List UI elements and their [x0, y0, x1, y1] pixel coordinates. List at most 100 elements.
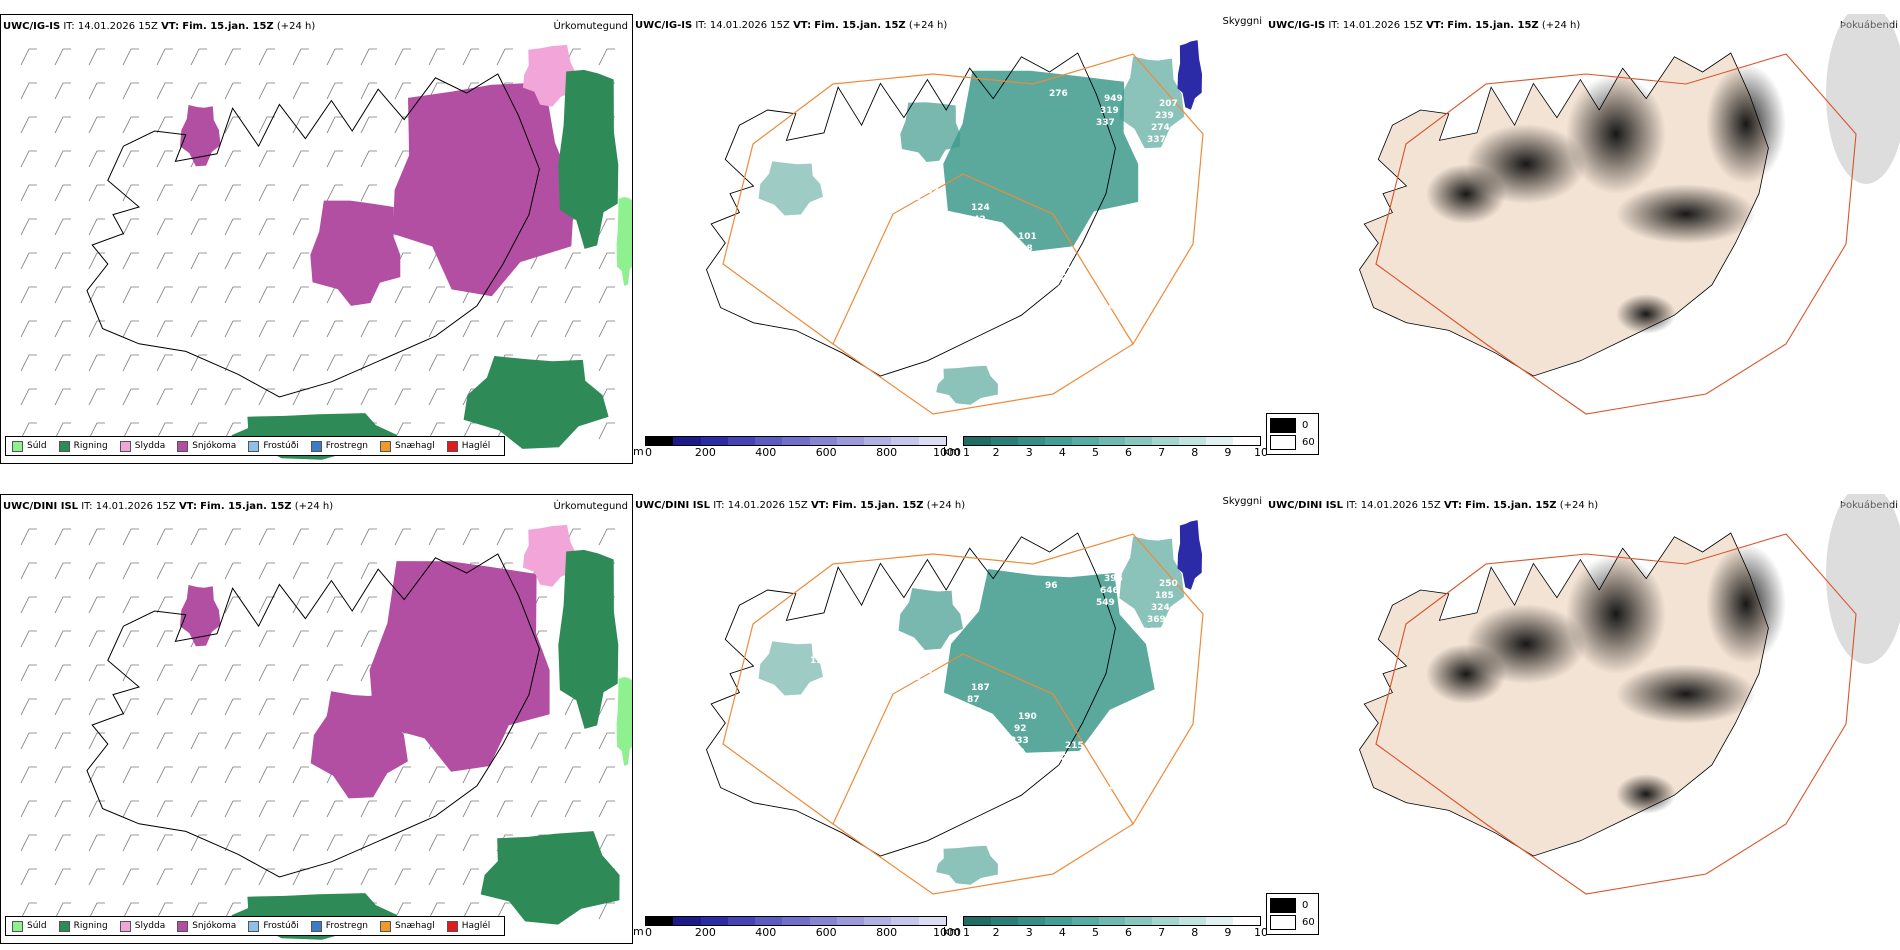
wind-barb	[496, 48, 513, 66]
fog-legend-row: 0	[1270, 417, 1315, 434]
wind-barb	[54, 354, 71, 372]
colorbar-cell	[1044, 917, 1072, 925]
legend-item: Slydda	[119, 920, 165, 932]
wind-barb	[190, 82, 207, 100]
inland-road	[832, 653, 1134, 825]
wind-barb	[88, 800, 105, 818]
colorbar-tick: 400	[755, 926, 777, 939]
colorbar-cell	[755, 437, 783, 445]
rain-area	[558, 549, 619, 729]
wind-barb	[88, 184, 105, 202]
wind-barb	[156, 630, 173, 648]
wind-barb	[394, 320, 411, 338]
wind-barb	[530, 320, 547, 338]
wind-barb	[20, 562, 37, 580]
wind-barb	[292, 286, 309, 304]
wind-barb	[54, 902, 71, 920]
wind-barb	[292, 252, 309, 270]
precip-map	[20, 524, 632, 940]
legend-swatch	[177, 440, 189, 452]
wind-barb	[54, 286, 71, 304]
snow-area	[180, 105, 221, 167]
wind-barb	[496, 286, 513, 304]
wind-barb	[20, 252, 37, 270]
wind-barb	[190, 388, 207, 406]
wind-barb	[122, 48, 139, 66]
low-visibility-area	[936, 845, 998, 885]
wind-barb	[530, 800, 547, 818]
legend-item: Snjókoma	[177, 440, 236, 452]
cloud-base-value: 318	[826, 128, 845, 138]
wind-barb	[564, 766, 581, 784]
cloud-base-value: 328	[1006, 268, 1025, 278]
cloud-base-value: 141	[955, 251, 974, 261]
wind-barb	[20, 766, 37, 784]
legend-swatch	[119, 920, 131, 932]
colorbar-cell	[836, 917, 865, 925]
cloud-base-value: 158	[873, 637, 892, 647]
colorbar-tick: 4	[1058, 446, 1066, 459]
wind-barb	[122, 562, 139, 580]
low-visibility-area	[943, 569, 1155, 753]
snow-area	[392, 82, 575, 297]
fog-area	[1706, 64, 1786, 184]
ring-road	[722, 53, 1204, 415]
wind-barb	[258, 354, 275, 372]
fog-panel-top: UWC/IG-IS IT: 14.01.2026 15Z VT: Fim. 15…	[1266, 14, 1900, 464]
rain-area	[463, 356, 609, 449]
precip-panel-top: UWC/IG-IS IT: 14.01.2026 15Z VT: Fim. 15…	[0, 14, 633, 464]
wind-barb	[224, 48, 241, 66]
wind-barb	[156, 868, 173, 886]
wind-barb	[360, 528, 377, 546]
wind-barb	[156, 116, 173, 134]
wind-barb	[258, 82, 275, 100]
cloud-base-value: 372	[916, 678, 935, 688]
wind-barb	[88, 834, 105, 852]
wind-barb	[224, 868, 241, 886]
wind-barb	[292, 630, 309, 648]
snow-area	[369, 561, 550, 772]
cloud-base-value: 224	[861, 673, 880, 683]
wind-barb	[122, 664, 139, 682]
cloud-base-value: 296	[873, 157, 892, 167]
wind-barb	[224, 698, 241, 716]
wind-barb	[292, 528, 309, 546]
wind-barb	[428, 868, 445, 886]
visibility-colorbar: km 1 2 3 4 5 6 7 8 9 10	[943, 436, 1268, 459]
low-visibility-area	[1119, 56, 1185, 149]
wind-barb	[20, 732, 37, 750]
wind-barb	[20, 354, 37, 372]
wind-barb	[88, 766, 105, 784]
fog-legend-row: 60	[1270, 914, 1315, 931]
wind-barb	[326, 320, 343, 338]
wind-barb	[88, 82, 105, 100]
wind-barb	[54, 218, 71, 236]
legend-item: Frostúði	[248, 920, 299, 932]
fog-legend: 0 60	[1266, 413, 1319, 455]
low-visibility-area	[898, 588, 963, 650]
wind-barb	[326, 562, 343, 580]
road-network	[722, 53, 1204, 415]
wind-barb	[54, 698, 71, 716]
colorbar-cell	[1071, 437, 1099, 445]
wind-barb	[54, 664, 71, 682]
cloud-base-value: 309	[783, 87, 802, 97]
colorbar-tick: 10	[1254, 446, 1268, 459]
wind-barb	[326, 664, 343, 682]
wind-barb	[360, 150, 377, 168]
wind-barb	[428, 766, 445, 784]
wind-barb	[88, 698, 105, 716]
fog-area	[1566, 74, 1666, 194]
legend-item: Rigning	[58, 920, 108, 932]
wind-barb	[54, 388, 71, 406]
wind-barb	[54, 116, 71, 134]
coastline	[705, 532, 1116, 857]
wind-barb	[258, 596, 275, 614]
wind-barb	[394, 868, 411, 886]
wind-barb	[190, 800, 207, 818]
wind-barb	[122, 698, 139, 716]
cloud-base-value: 278	[1061, 753, 1080, 763]
wind-barb	[360, 630, 377, 648]
fog-map	[1359, 14, 1900, 415]
wind-barb	[224, 150, 241, 168]
